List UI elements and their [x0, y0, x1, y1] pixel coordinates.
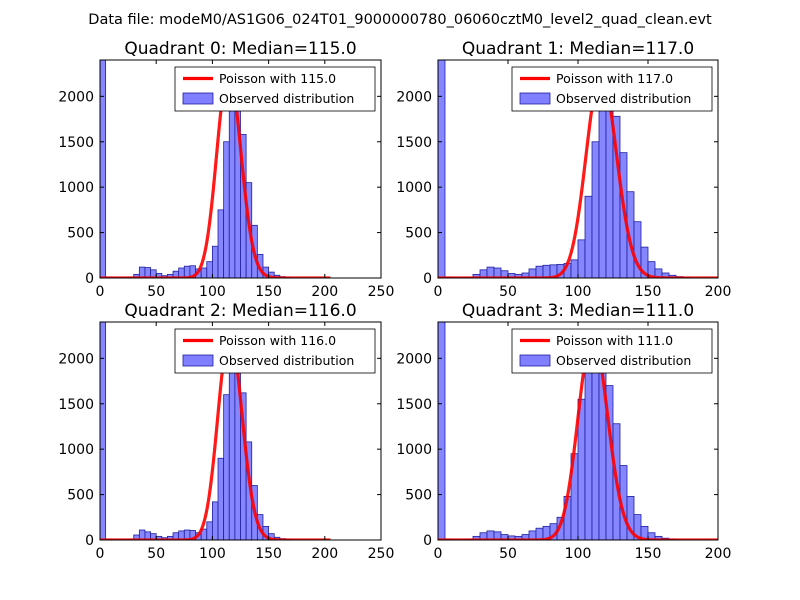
histogram-bar	[223, 394, 230, 540]
x-tick-label: 50	[147, 284, 165, 300]
legend-3: Poisson with 111.0 Observed distribution	[511, 328, 713, 374]
axes-frame-2	[99, 321, 382, 541]
chart-title: Quadrant 1: Median=117.0	[462, 39, 694, 59]
y-tick-label: 2000	[396, 351, 432, 367]
y-tick-label: 2000	[58, 89, 94, 105]
chart-title: Quadrant 3: Median=111.0	[462, 301, 694, 321]
y-tick-label: 1500	[396, 397, 432, 413]
legend-label-poisson: Poisson with 117.0	[556, 71, 673, 86]
x-tick-label: 0	[96, 284, 105, 300]
legend-bar-swatch	[182, 92, 214, 105]
histogram-bar	[100, 60, 107, 278]
x-tick-label: 200	[311, 284, 338, 300]
histogram-bar	[217, 209, 225, 278]
histogram-bar	[438, 60, 446, 278]
y-tick-label: 500	[405, 488, 432, 504]
x-tick-label: 200	[311, 546, 338, 562]
poisson-curve	[438, 334, 718, 540]
poisson-curve	[100, 69, 331, 278]
x-tick-label: 250	[368, 284, 395, 300]
y-tick-label: 0	[423, 271, 432, 287]
figure-suptitle: Data file: modeM0/AS1G06_024T01_90000007…	[88, 12, 712, 28]
x-tick-label: 200	[705, 546, 732, 562]
y-tick-label: 1000	[58, 442, 94, 458]
chart-panel-0: 0 50 100 150 200 250 0 500 1000 1500 2000 Quadrant …	[58, 39, 394, 300]
legend-1: Poisson with 117.0 Observed distribution	[511, 66, 713, 112]
legend-label-observed: Observed distribution	[219, 353, 354, 368]
x-tick-label: 200	[705, 284, 732, 300]
chart-title: Quadrant 0: Median=115.0	[124, 39, 356, 59]
histogram-bar	[211, 501, 219, 540]
histogram-bar	[577, 239, 586, 278]
axes-frame-0	[99, 59, 382, 279]
chart-panel-2: 0 50 100 150 200 250 0 500 1000 1500 2000 Quadrant …	[58, 301, 394, 562]
histogram-bar	[438, 322, 446, 540]
histogram-bar	[138, 266, 146, 278]
histogram-bar	[598, 86, 607, 278]
plot-area-2	[100, 322, 331, 540]
x-tick-label: 150	[255, 284, 282, 300]
x-tick-label: 0	[434, 546, 443, 562]
histogram-bar	[211, 245, 219, 278]
y-tick-label: 2000	[396, 89, 432, 105]
y-tick-label: 0	[423, 533, 432, 549]
y-tick-label: 1000	[396, 180, 432, 196]
x-tick-label: 150	[255, 546, 282, 562]
legend-2: Poisson with 116.0 Observed distribution	[174, 328, 376, 374]
legend-label-poisson: Poisson with 115.0	[219, 71, 336, 86]
legend-label-observed: Observed distribution	[219, 91, 354, 106]
y-tick-label: 1500	[58, 397, 94, 413]
y-tick-label: 500	[405, 226, 432, 242]
histogram-bar	[100, 322, 107, 540]
y-tick-label: 0	[85, 533, 94, 549]
histogram-bar	[206, 261, 213, 278]
histogram-bar	[584, 357, 593, 540]
chart-title: Quadrant 2: Median=116.0	[124, 301, 356, 321]
legend-bar-swatch	[519, 354, 551, 367]
y-tick-label: 2000	[58, 351, 94, 367]
histogram-bar	[535, 265, 544, 278]
x-tick-label: 50	[147, 546, 165, 562]
legend-label-observed: Observed distribution	[556, 91, 691, 106]
y-tick-label: 1000	[396, 442, 432, 458]
histogram-bar	[591, 141, 600, 278]
x-tick-label: 100	[565, 284, 592, 300]
histogram-bar	[542, 264, 551, 278]
histogram-bar	[584, 195, 593, 278]
legend-bar-swatch	[519, 92, 551, 105]
y-tick-label: 500	[67, 226, 94, 242]
x-tick-label: 100	[565, 546, 592, 562]
x-tick-label: 250	[368, 546, 395, 562]
y-tick-label: 1500	[58, 135, 94, 151]
x-tick-label: 50	[499, 284, 517, 300]
poisson-curve	[100, 333, 331, 540]
legend-label-poisson: Poisson with 116.0	[219, 333, 336, 348]
y-tick-label: 500	[67, 488, 94, 504]
x-tick-label: 0	[434, 284, 443, 300]
histogram-bar	[200, 267, 208, 278]
histogram-bar	[206, 521, 213, 540]
legend-bar-swatch	[182, 354, 214, 367]
histogram-bar	[486, 266, 495, 278]
x-tick-label: 150	[635, 546, 662, 562]
x-tick-label: 0	[96, 546, 105, 562]
legend-label-poisson: Poisson with 111.0	[556, 333, 673, 348]
histogram-bar	[223, 141, 230, 278]
y-tick-label: 1500	[396, 135, 432, 151]
x-tick-label: 150	[635, 284, 662, 300]
y-tick-label: 0	[85, 271, 94, 287]
legend-label-observed: Observed distribution	[556, 353, 691, 368]
x-tick-label: 50	[499, 546, 517, 562]
x-tick-label: 100	[199, 284, 226, 300]
histogram-bar	[570, 259, 579, 278]
y-tick-label: 1000	[58, 180, 94, 196]
legend-0: Poisson with 115.0 Observed distribution	[174, 66, 376, 112]
histogram-bar	[217, 457, 225, 540]
x-tick-label: 100	[199, 546, 226, 562]
